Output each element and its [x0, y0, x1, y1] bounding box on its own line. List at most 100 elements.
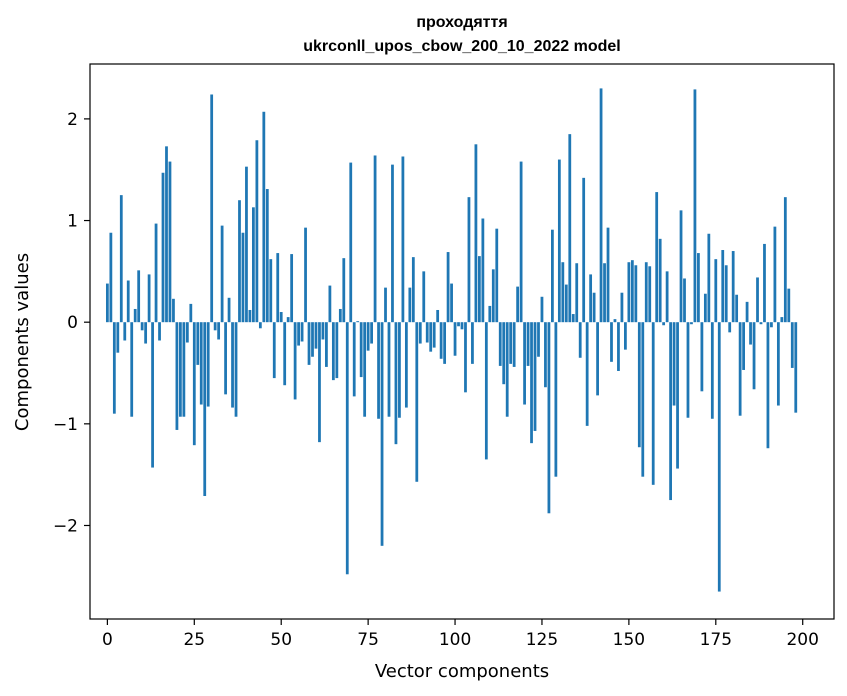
bar: [265, 189, 269, 323]
bar: [634, 265, 638, 323]
bar: [168, 161, 172, 323]
x-tick-label: 50: [270, 630, 292, 650]
bar: [488, 305, 492, 323]
bar: [474, 144, 478, 323]
bar: [686, 322, 690, 418]
bar: [457, 322, 460, 327]
bar: [575, 263, 579, 323]
bar: [422, 271, 426, 323]
bar: [109, 232, 113, 323]
bar: [648, 266, 652, 323]
bar: [179, 322, 182, 417]
bar: [165, 146, 168, 323]
x-tick-label: 200: [786, 630, 818, 650]
bar: [436, 309, 440, 323]
bar: [519, 161, 523, 323]
bar: [794, 322, 798, 413]
bar: [192, 322, 196, 446]
bar: [248, 309, 252, 323]
bar: [787, 288, 791, 323]
x-axis-label: Vector components: [375, 661, 549, 682]
bar: [467, 197, 471, 323]
chart-subtitle: ukrconll_upos_cbow_200_10_2022 model: [303, 38, 620, 55]
bar: [780, 317, 784, 323]
bar: [790, 322, 794, 368]
bar: [717, 322, 721, 592]
bar: [477, 256, 481, 323]
bar: [269, 259, 273, 323]
plot-background: [90, 64, 834, 619]
bar: [655, 192, 659, 323]
bar: [658, 238, 662, 323]
bar: [210, 94, 214, 323]
bar: [234, 322, 238, 417]
bar: [471, 322, 474, 364]
bar: [460, 322, 464, 330]
bar: [446, 252, 450, 323]
bar: [391, 164, 394, 323]
bar: [394, 322, 398, 445]
bar: [335, 322, 339, 379]
bar: [398, 322, 401, 418]
bar: [512, 322, 516, 367]
y-tick-label: 2: [67, 110, 78, 130]
bar: [189, 303, 193, 323]
bar: [735, 294, 739, 323]
bar: [610, 322, 613, 362]
bar: [763, 243, 766, 323]
bar: [144, 322, 148, 344]
bar: [213, 322, 217, 331]
bar: [554, 322, 558, 477]
bar: [443, 322, 447, 364]
bar: [158, 322, 161, 341]
bar: [502, 322, 506, 385]
bar: [231, 322, 234, 408]
bar: [217, 322, 221, 340]
bar: [624, 322, 627, 350]
bar: [464, 322, 467, 393]
bar: [325, 322, 328, 367]
bar: [185, 322, 189, 343]
bar: [662, 322, 666, 326]
bar: [603, 263, 606, 323]
x-tick-label: 175: [700, 630, 732, 650]
bar: [537, 322, 540, 357]
bar: [283, 322, 287, 386]
bar: [759, 322, 763, 325]
bar: [349, 162, 353, 323]
bar: [262, 111, 266, 323]
bar: [321, 322, 325, 340]
y-tick-label: −2: [53, 516, 78, 536]
x-axis: 0 25 50 75 100 125 150 175 200: [102, 619, 819, 650]
bar: [690, 322, 693, 325]
x-tick-label: 100: [439, 630, 471, 650]
bar: [224, 322, 227, 395]
x-tick-label: 25: [183, 630, 205, 650]
bar: [245, 166, 248, 323]
bar: [359, 322, 363, 378]
bar: [401, 156, 405, 323]
bar: [756, 277, 759, 323]
bar: [356, 321, 360, 323]
bar: [119, 195, 123, 323]
bar: [721, 250, 725, 323]
bar: [669, 322, 672, 501]
x-tick-label: 75: [357, 630, 379, 650]
bar: [547, 322, 551, 514]
bar: [749, 322, 752, 345]
y-tick-label: 0: [67, 313, 78, 333]
bar: [582, 177, 586, 323]
bar: [220, 225, 224, 323]
bar: [352, 322, 356, 397]
bar: [453, 322, 457, 356]
bar: [432, 322, 436, 348]
bar: [509, 322, 513, 364]
bar: [710, 322, 714, 419]
bar: [776, 322, 780, 406]
bar: [498, 322, 502, 366]
bar: [175, 322, 179, 430]
bar: [714, 259, 718, 323]
bar: [557, 159, 561, 323]
bar: [683, 278, 686, 323]
bar: [373, 155, 377, 323]
